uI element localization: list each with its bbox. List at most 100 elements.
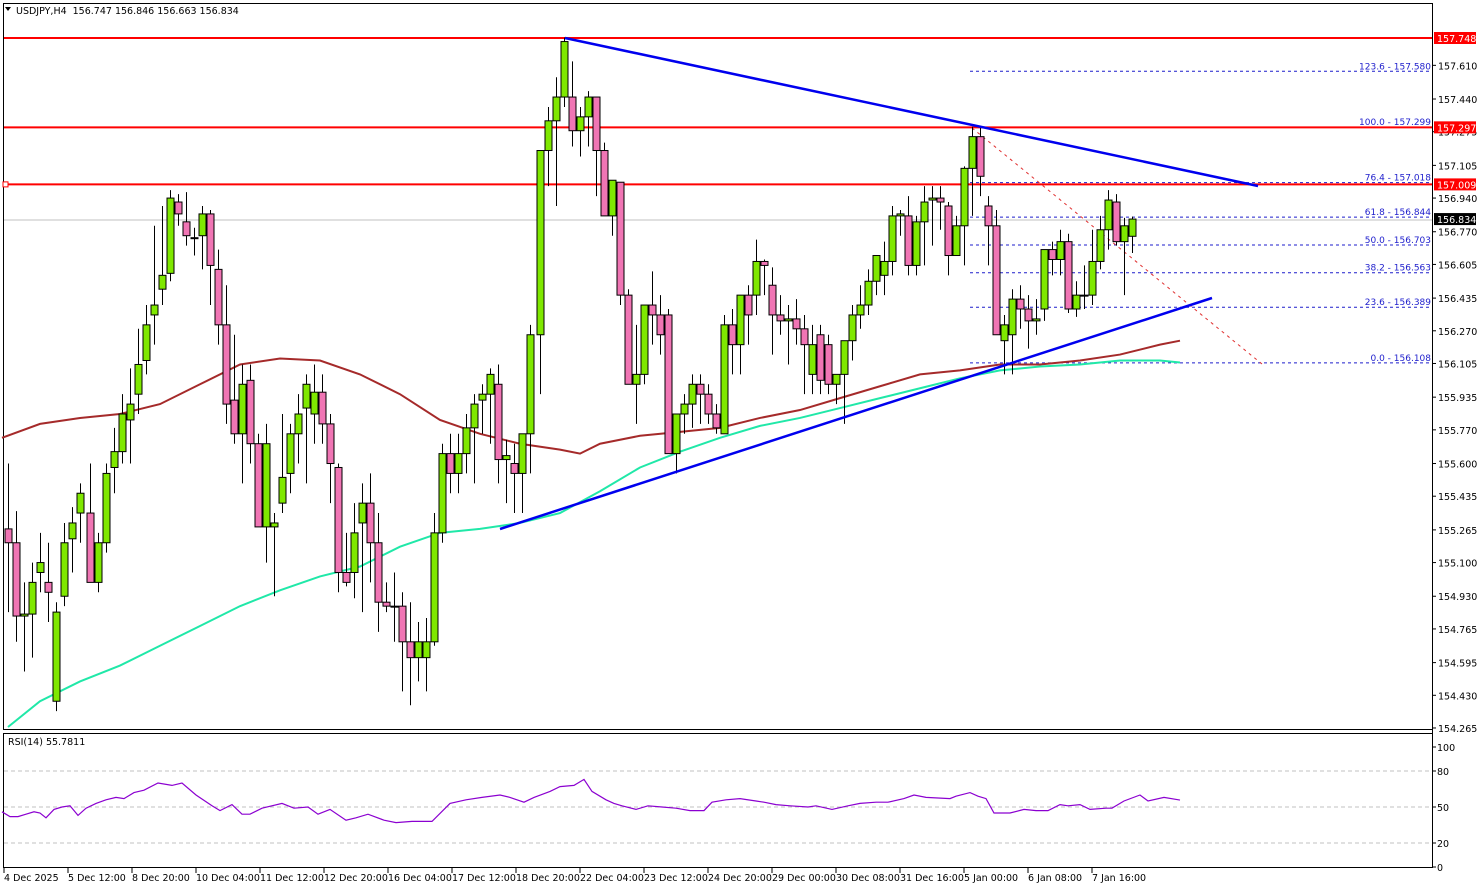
bull-candle xyxy=(584,96,593,118)
bull-candle xyxy=(536,150,545,336)
bear-candle xyxy=(824,344,833,385)
fib-level-label: 123.6 - 157.580 xyxy=(1359,62,1431,72)
bull-candle xyxy=(302,383,311,409)
time-tick-label: 18 Dec 20:00 xyxy=(516,873,580,884)
bear-candle xyxy=(600,150,609,217)
rsi-tick-label: 20 xyxy=(1437,839,1449,850)
bear-candle xyxy=(568,96,577,132)
collapse-triangle-icon[interactable] xyxy=(5,7,11,11)
time-axis: 4 Dec 2025 5 Dec 12:00 8 Dec 20:00 10 Dec 0… xyxy=(3,868,1146,884)
bull-candle xyxy=(438,453,447,534)
price-tick-label: 156.605 xyxy=(1438,260,1477,271)
price-tick-label: 155.600 xyxy=(1438,460,1477,471)
bull-candle xyxy=(190,237,199,240)
bear-candle xyxy=(222,324,231,405)
bull-candle xyxy=(238,383,247,435)
fib-level-label: 50.0 - 156.703 xyxy=(1365,236,1431,246)
resistance-price-badge xyxy=(1434,121,1476,134)
bull-candle xyxy=(928,197,937,201)
bear-candle xyxy=(648,304,657,316)
bear-candle xyxy=(664,314,673,455)
bull-candle xyxy=(110,451,119,468)
ascending-trendline[interactable] xyxy=(499,296,1213,531)
bull-candle xyxy=(68,522,77,540)
bull-candle xyxy=(832,373,841,385)
bull-candle xyxy=(28,581,37,615)
bull-candle xyxy=(126,403,135,421)
bull-candle xyxy=(736,294,745,346)
resistance-lines[interactable] xyxy=(2,37,1432,188)
bear-candle xyxy=(494,383,503,461)
bear-candle xyxy=(1064,241,1073,310)
time-tick-label: 6 Jan 08:00 xyxy=(1028,873,1082,884)
bull-candle xyxy=(808,344,817,375)
bull-candle xyxy=(1128,218,1137,237)
svg-text:156.834: 156.834 xyxy=(1437,215,1476,226)
price-tick-label: 157.105 xyxy=(1438,161,1477,172)
fib-level-label: 100.0 - 157.299 xyxy=(1359,118,1431,128)
rsi-tick-label: 0 xyxy=(1437,863,1443,874)
price-tick-label: 156.770 xyxy=(1438,228,1477,239)
bear-candle xyxy=(712,413,721,429)
bear-candle xyxy=(1048,249,1057,260)
bear-candle xyxy=(592,96,601,152)
bear-candle xyxy=(406,641,415,659)
time-tick-label: 29 Dec 00:00 xyxy=(772,873,836,884)
bull-candle xyxy=(350,532,359,573)
svg-text:157.748: 157.748 xyxy=(1437,34,1476,45)
symbol-header: USDJPY,H4 156.747 156.846 156.663 156.834 xyxy=(16,6,239,17)
bear-candle xyxy=(254,443,263,528)
bull-candle xyxy=(310,391,319,415)
bull-candle xyxy=(560,41,569,98)
bull-candle xyxy=(920,201,929,223)
bear-candle xyxy=(984,205,993,227)
bull-candle xyxy=(118,413,127,453)
bear-candle xyxy=(768,284,777,316)
bull-candle xyxy=(486,373,495,395)
price-tick-label: 156.270 xyxy=(1438,327,1477,338)
bull-candle xyxy=(158,274,167,290)
bull-candle xyxy=(502,455,511,461)
bull-candle xyxy=(608,179,617,217)
bull-candle xyxy=(688,383,697,405)
bear-candle xyxy=(398,605,407,643)
line-anchor-handle[interactable] xyxy=(2,181,9,188)
bear-candle xyxy=(624,294,633,385)
bull-candle xyxy=(294,413,303,435)
price-axis: 157.610157.440157.275157.105156.940156.7… xyxy=(1432,3,1477,874)
bull-candle xyxy=(1096,229,1105,262)
bear-candle xyxy=(206,213,215,266)
bear-candle xyxy=(656,314,665,336)
price-tick-label: 154.765 xyxy=(1438,625,1477,636)
bull-candle xyxy=(960,167,969,227)
bull-candle xyxy=(1032,318,1041,322)
descending-trendline[interactable] xyxy=(564,36,1259,188)
bull-candle xyxy=(888,215,897,262)
bull-candle xyxy=(102,472,111,544)
bear-candle xyxy=(816,334,825,381)
bear-candle xyxy=(12,542,21,617)
bear-candle xyxy=(904,215,913,266)
bear-candle xyxy=(704,393,713,415)
price-tick-label: 157.610 xyxy=(1438,61,1477,72)
bear-candle xyxy=(1024,308,1033,322)
bull-candle xyxy=(262,443,271,528)
bull-candle xyxy=(470,403,479,429)
time-tick-label: 11 Dec 12:00 xyxy=(260,873,324,884)
rsi-panel-frame xyxy=(3,733,1433,868)
price-tick-label: 156.105 xyxy=(1438,359,1477,370)
bull-candle xyxy=(912,221,921,266)
time-tick-label: 17 Dec 12:00 xyxy=(452,873,516,884)
rsi-line xyxy=(1,778,1181,824)
bull-candle xyxy=(1056,241,1065,260)
bull-candle xyxy=(1008,298,1017,336)
bear-candle xyxy=(446,453,455,474)
bear-candle xyxy=(44,581,53,593)
time-tick-label: 24 Dec 20:00 xyxy=(708,873,772,884)
bear-candle xyxy=(696,383,705,395)
price-tick-label: 155.100 xyxy=(1438,559,1477,570)
bull-candle xyxy=(60,542,69,597)
bull-candle xyxy=(544,120,553,152)
time-tick-label: 12 Dec 20:00 xyxy=(324,873,388,884)
